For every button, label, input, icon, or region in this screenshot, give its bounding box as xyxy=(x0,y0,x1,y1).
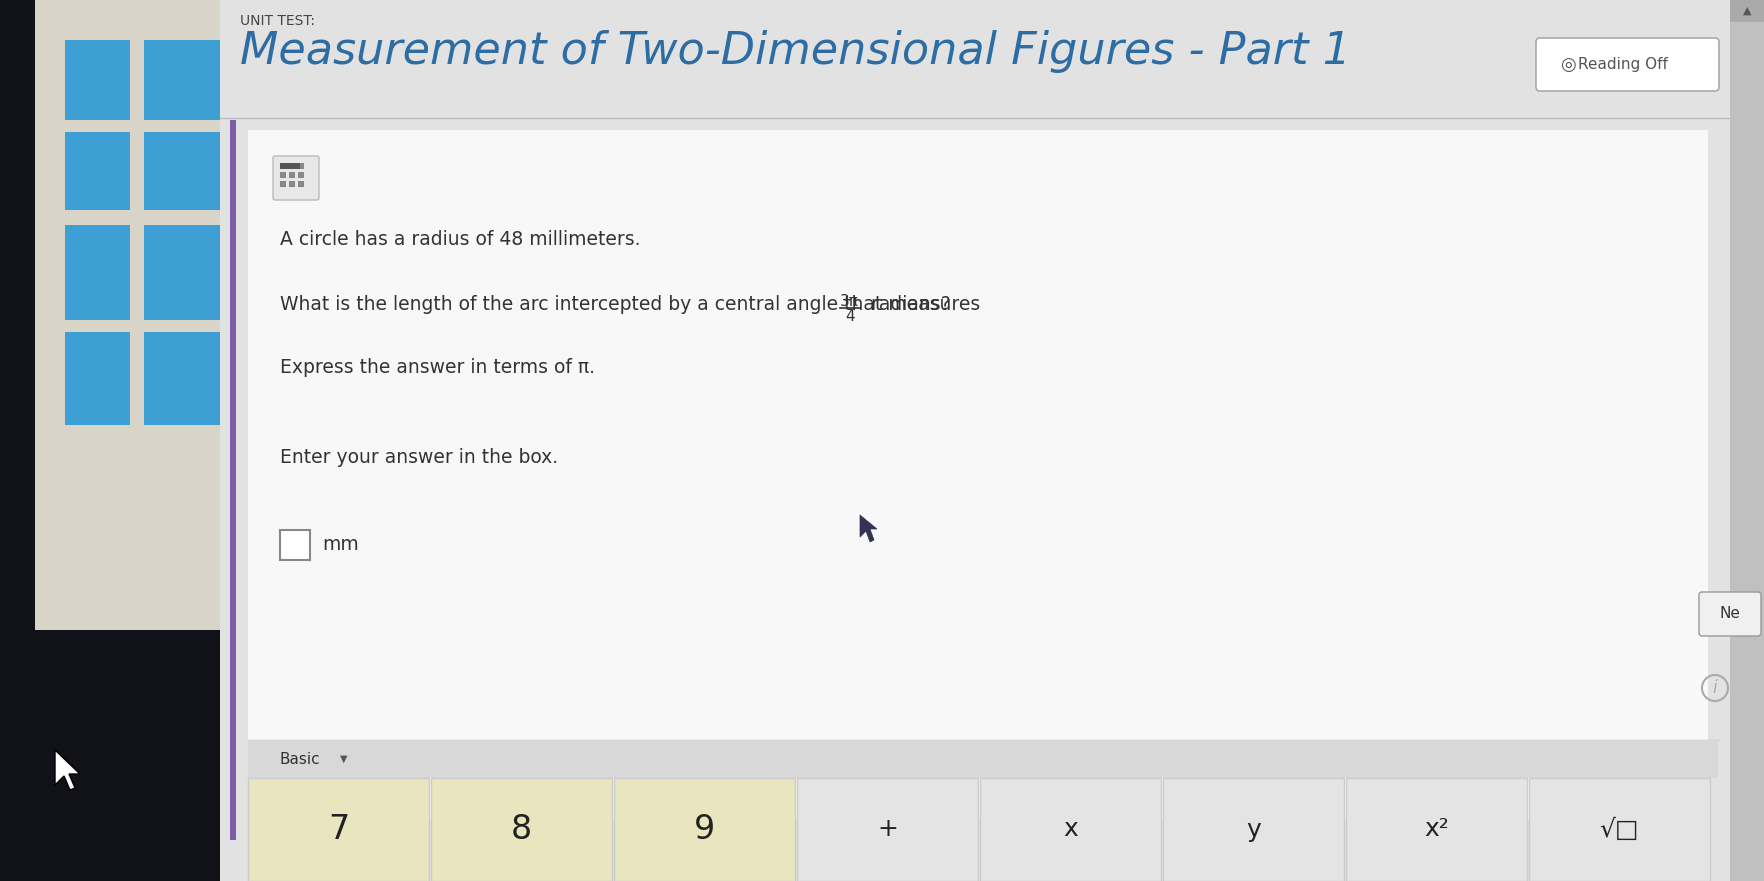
FancyBboxPatch shape xyxy=(0,0,35,881)
FancyBboxPatch shape xyxy=(298,181,303,187)
FancyBboxPatch shape xyxy=(65,225,220,425)
Text: i: i xyxy=(1711,679,1716,697)
Text: mm: mm xyxy=(321,536,358,554)
FancyBboxPatch shape xyxy=(298,163,303,169)
Text: √□: √□ xyxy=(1598,818,1639,841)
Polygon shape xyxy=(859,515,877,542)
FancyBboxPatch shape xyxy=(35,535,220,550)
FancyBboxPatch shape xyxy=(249,130,1708,820)
Text: Measurement of Two-Dimensional Figures - Part 1: Measurement of Two-Dimensional Figures -… xyxy=(240,30,1349,73)
Text: Express the answer in terms of π.: Express the answer in terms of π. xyxy=(280,358,594,377)
FancyBboxPatch shape xyxy=(1535,38,1718,91)
FancyBboxPatch shape xyxy=(1528,778,1709,881)
FancyBboxPatch shape xyxy=(65,40,220,210)
FancyBboxPatch shape xyxy=(35,210,220,225)
Text: 4: 4 xyxy=(845,309,854,324)
Text: radians?: radians? xyxy=(864,295,949,314)
FancyBboxPatch shape xyxy=(289,163,295,169)
FancyBboxPatch shape xyxy=(220,0,1729,881)
Polygon shape xyxy=(55,750,79,790)
Text: Enter your answer in the box.: Enter your answer in the box. xyxy=(280,448,557,467)
FancyBboxPatch shape xyxy=(289,172,295,178)
Text: Ne: Ne xyxy=(1718,606,1739,621)
Text: y: y xyxy=(1245,818,1259,841)
FancyBboxPatch shape xyxy=(289,181,295,187)
FancyBboxPatch shape xyxy=(280,172,286,178)
FancyBboxPatch shape xyxy=(280,163,300,169)
FancyBboxPatch shape xyxy=(229,120,236,840)
Text: Reading Off: Reading Off xyxy=(1577,57,1667,72)
Text: 3π: 3π xyxy=(840,294,859,309)
FancyBboxPatch shape xyxy=(1729,0,1764,881)
Text: A circle has a radius of 48 millimeters.: A circle has a radius of 48 millimeters. xyxy=(280,230,640,249)
FancyBboxPatch shape xyxy=(1729,0,1764,22)
FancyBboxPatch shape xyxy=(280,181,286,187)
Text: 8: 8 xyxy=(510,813,531,846)
Text: 9: 9 xyxy=(693,813,714,846)
Text: What is the length of the arc intercepted by a central angle that measures: What is the length of the arc intercepte… xyxy=(280,295,986,314)
FancyBboxPatch shape xyxy=(273,156,319,200)
FancyBboxPatch shape xyxy=(280,530,310,560)
FancyBboxPatch shape xyxy=(131,40,145,210)
Text: 7: 7 xyxy=(328,813,349,846)
Text: +: + xyxy=(877,818,898,841)
FancyBboxPatch shape xyxy=(614,778,794,881)
FancyBboxPatch shape xyxy=(1346,778,1526,881)
FancyBboxPatch shape xyxy=(298,172,303,178)
FancyBboxPatch shape xyxy=(0,630,220,881)
Text: UNIT TEST:: UNIT TEST: xyxy=(240,14,314,28)
FancyBboxPatch shape xyxy=(35,555,220,570)
FancyBboxPatch shape xyxy=(249,778,429,881)
FancyBboxPatch shape xyxy=(1162,778,1342,881)
FancyBboxPatch shape xyxy=(35,455,220,470)
FancyBboxPatch shape xyxy=(131,225,145,425)
Text: x: x xyxy=(1062,818,1078,841)
FancyBboxPatch shape xyxy=(65,320,220,332)
FancyBboxPatch shape xyxy=(797,778,977,881)
FancyBboxPatch shape xyxy=(249,740,1716,778)
FancyBboxPatch shape xyxy=(65,120,220,132)
Text: x²: x² xyxy=(1424,818,1448,841)
Text: ◎: ◎ xyxy=(1559,56,1575,74)
Text: Basic: Basic xyxy=(280,751,321,766)
Text: ▼: ▼ xyxy=(340,754,348,764)
FancyBboxPatch shape xyxy=(35,495,220,510)
FancyBboxPatch shape xyxy=(35,475,220,490)
FancyBboxPatch shape xyxy=(430,778,612,881)
FancyBboxPatch shape xyxy=(35,515,220,530)
FancyBboxPatch shape xyxy=(979,778,1161,881)
FancyBboxPatch shape xyxy=(1699,592,1760,636)
FancyBboxPatch shape xyxy=(35,0,220,881)
FancyBboxPatch shape xyxy=(35,435,220,450)
Text: ▲: ▲ xyxy=(1741,6,1750,16)
